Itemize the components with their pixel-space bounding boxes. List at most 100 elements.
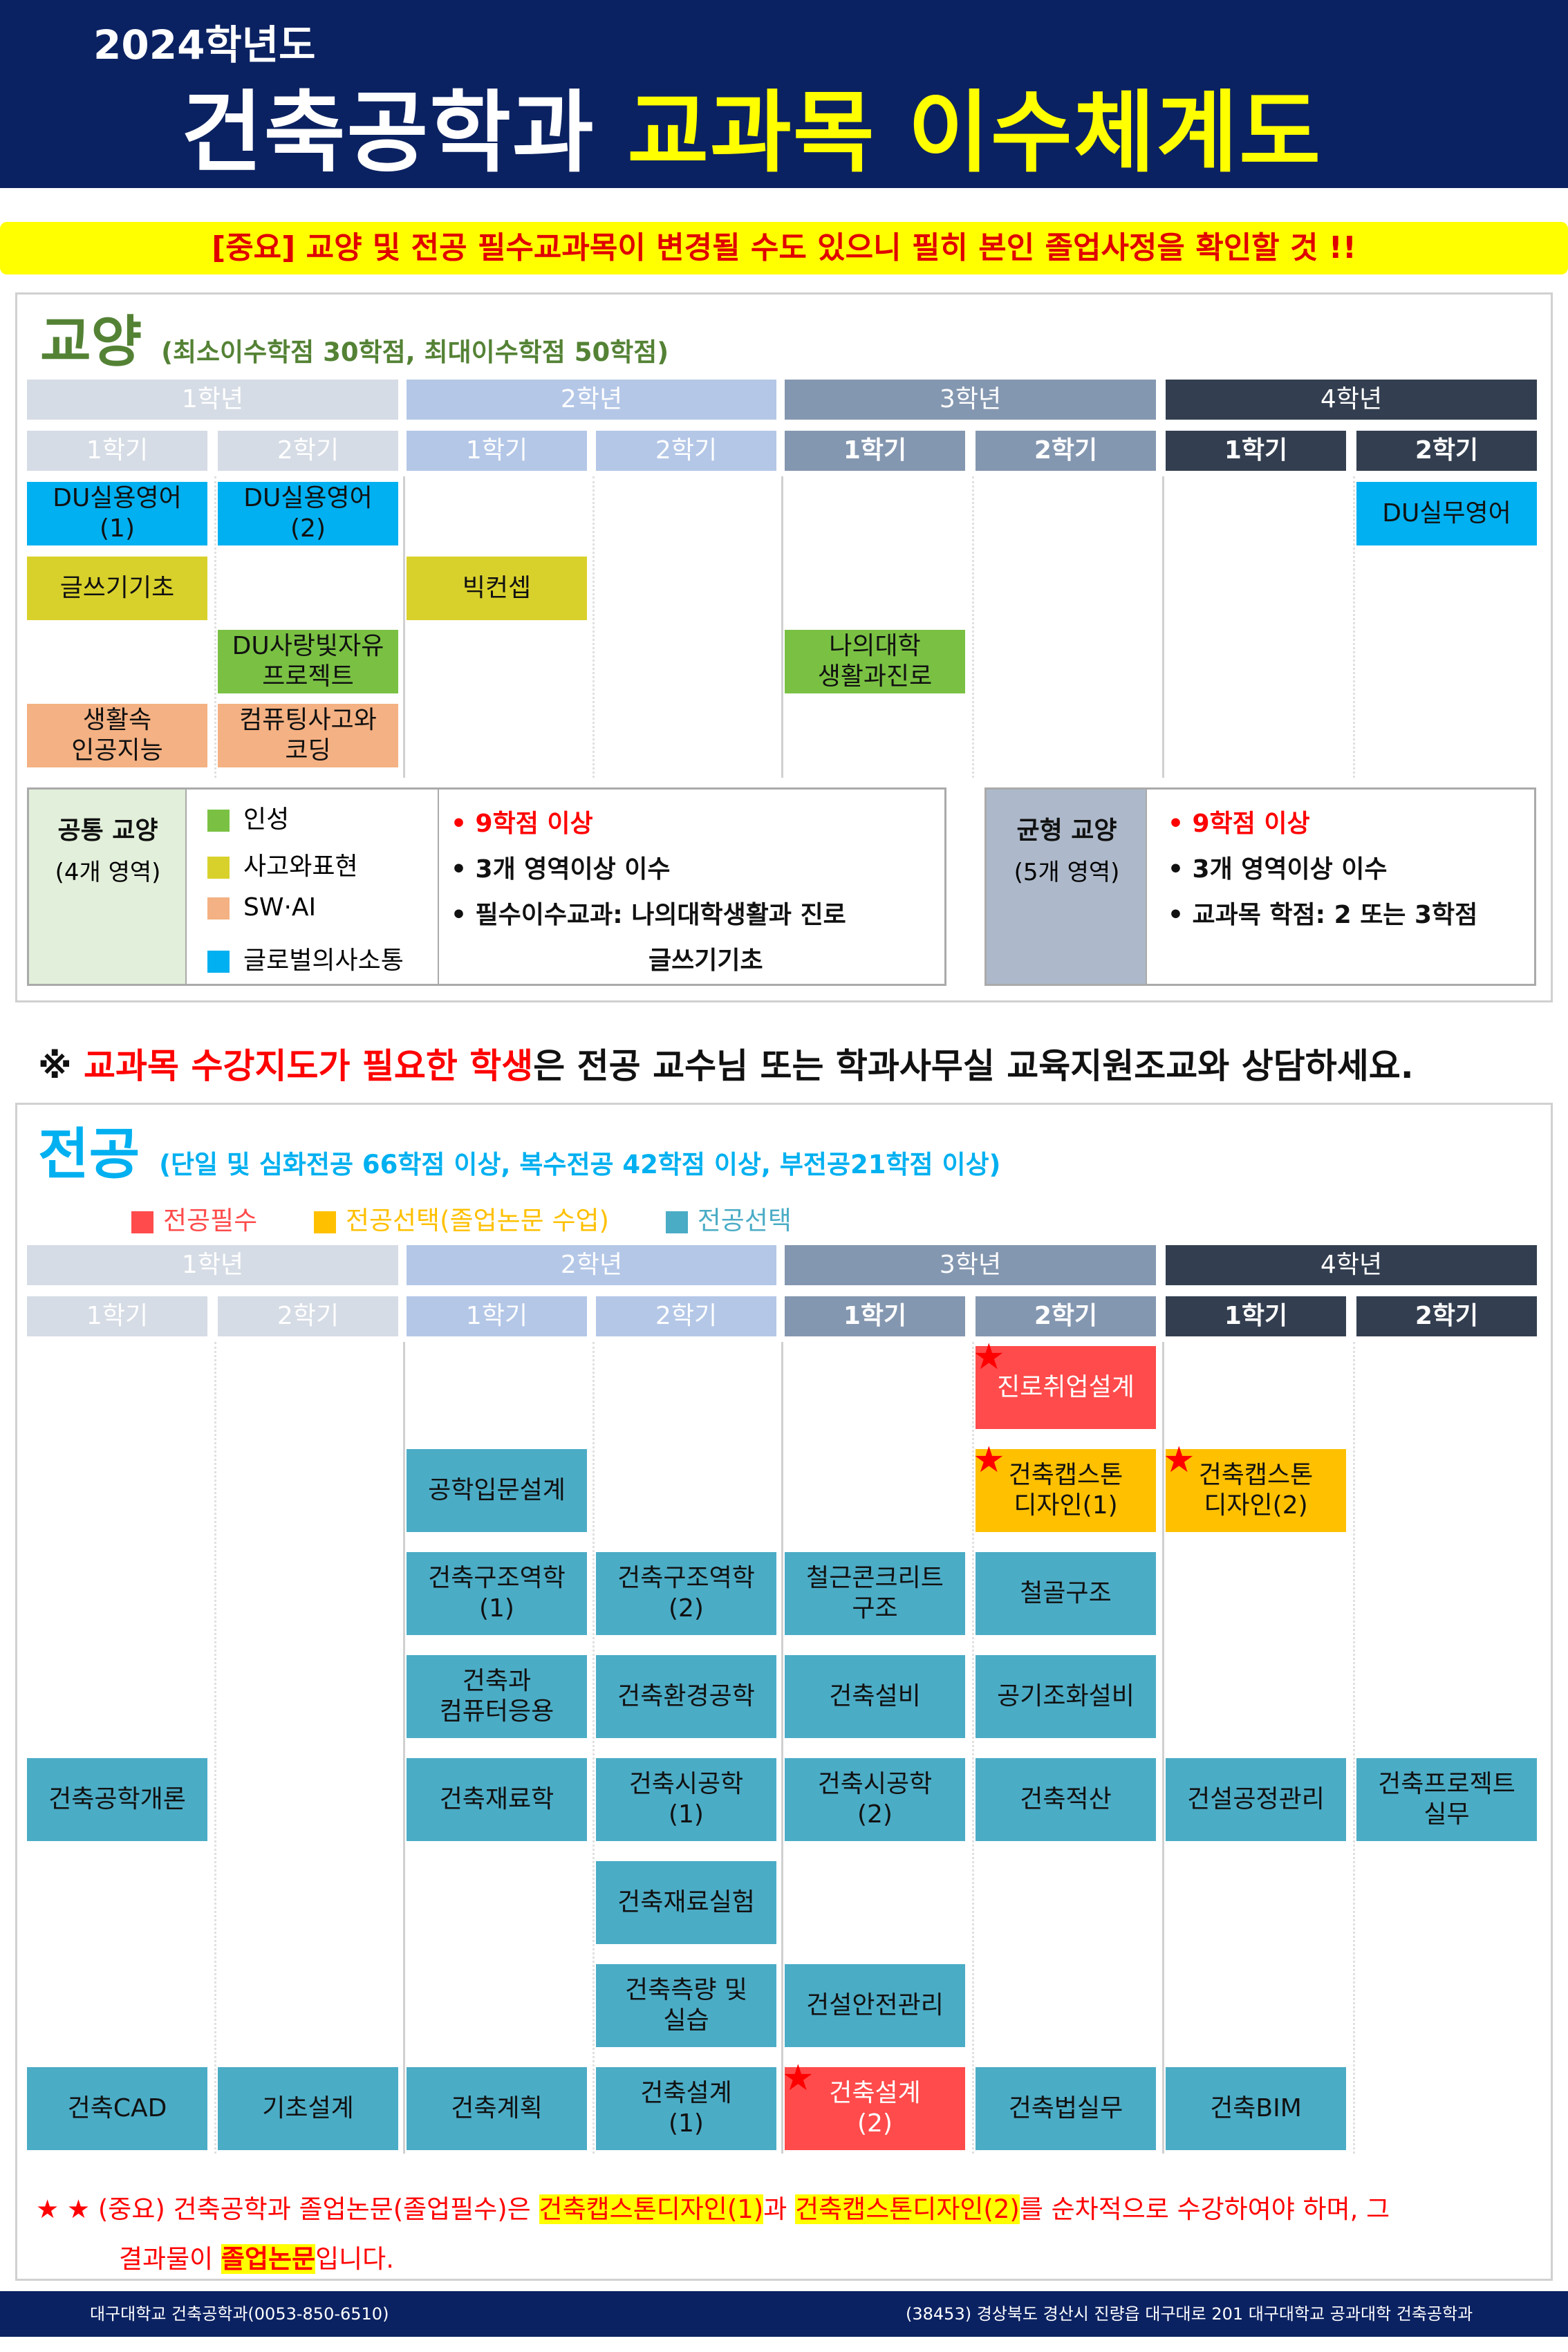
course-card[interactable]: 건설안전관리	[785, 1964, 965, 2047]
course-card[interactable]: 건축프로젝트 실무	[1356, 1758, 1537, 1841]
course-card[interactable]: 건축과 컴퓨터응용	[407, 1655, 587, 1738]
column-divider	[592, 1342, 595, 2154]
balanced-rule: • 9학점 이상	[1168, 810, 1310, 838]
course-card[interactable]: 철근콘크리트 구조	[785, 1552, 965, 1635]
balanced-rule: • 3개 영역이상 이수	[1168, 855, 1388, 884]
common-legend: 인성 사고와표현 SW·AI 글로벌의사소통	[187, 790, 439, 984]
page-title: 건축공학과 교과목 이수체계도	[181, 61, 1322, 189]
course-card[interactable]: 건축CAD	[27, 2067, 207, 2150]
course-card[interactable]: 철골구조	[976, 1552, 1156, 1635]
major-subtitle: (단일 및 심화전공 66학점 이상, 복수전공 42학점 이상, 부전공21학…	[159, 1150, 1001, 1179]
course-card[interactable]: DU실무영어	[1356, 482, 1537, 545]
course-card[interactable]: 건축계획	[407, 2067, 587, 2150]
common-rule: 글쓰기기초	[648, 946, 763, 975]
common-rule: • 9학점 이상	[451, 810, 593, 838]
course-card[interactable]: 건축시공학 (2)	[785, 1758, 965, 1841]
legend-label: SW·AI	[243, 893, 317, 922]
column-divider	[1353, 1342, 1355, 2154]
legend-swatch	[313, 1211, 336, 1233]
course-card[interactable]: 기초설계	[218, 2067, 398, 2150]
header: 2024학년도 건축공학과 교과목 이수체계도	[0, 0, 1568, 188]
legend-label: 사고와표현	[243, 852, 358, 881]
common-title: 공통 교양	[57, 816, 158, 845]
legend-swatch	[207, 810, 230, 832]
year-header: 4학년	[1166, 380, 1537, 420]
general-title: 교양	[40, 310, 142, 374]
course-card[interactable]: 건축설비	[785, 1655, 965, 1738]
course-card[interactable]: 건축BIM	[1166, 2067, 1346, 2150]
course-card[interactable]: 빅컨셉	[407, 557, 587, 620]
course-card[interactable]: 건축설계 (1)	[596, 2067, 776, 2150]
column-divider	[592, 476, 595, 778]
column-divider	[403, 1342, 405, 2154]
course-card[interactable]: DU실용영어 (1)	[27, 482, 207, 545]
course-card[interactable]: 건축구조역학 (1)	[407, 1552, 587, 1635]
year-header: 4학년	[1166, 1245, 1537, 1285]
note-text: 결과물이	[119, 2244, 221, 2274]
legend-thinking: 사고와표현	[207, 846, 358, 882]
legend-swatch	[207, 951, 230, 973]
legend-swatch	[665, 1211, 688, 1233]
column-divider	[781, 1342, 783, 2154]
common-rule: • 필수이수교과: 나의대학생활과 진로	[451, 901, 846, 929]
star-icon: ★	[782, 2057, 814, 2099]
general-section-title: 교양 (최소이수학점 30학점, 최대이수학점 50학점)	[40, 297, 669, 377]
semester-header: 2학기	[596, 1296, 776, 1336]
course-card[interactable]: 건설공정관리	[1166, 1758, 1346, 1841]
course-card[interactable]: 생활속 인공지능	[27, 704, 207, 767]
balanced-general-box: 균형 교양 (5개 영역) • 9학점 이상 • 3개 영역이상 이수 • 교과…	[984, 787, 1536, 986]
common-label-cell: 공통 교양 (4개 영역)	[29, 790, 187, 984]
legend-swatch	[207, 897, 230, 920]
column-divider	[972, 1342, 974, 2154]
course-card[interactable]: 건축구조역학 (2)	[596, 1552, 776, 1635]
semester-header: 2학기	[218, 431, 398, 471]
course-card[interactable]: 건축재료학	[407, 1758, 587, 1841]
semester-header: 1학기	[407, 431, 587, 471]
course-card[interactable]: 나의대학 생활과진로	[785, 630, 965, 693]
general-subtitle: (최소이수학점 30학점, 최대이수학점 50학점)	[161, 337, 669, 367]
course-card[interactable]: 건축시공학 (1)	[596, 1758, 776, 1841]
footer: 대구대학교 건축공학과(0053-850-6510) (38453) 경상북도 …	[0, 2291, 1568, 2337]
course-card[interactable]: 건축적산	[976, 1758, 1156, 1841]
course-card[interactable]: 공기조화설비	[976, 1655, 1156, 1738]
semester-header: 2학기	[976, 1296, 1156, 1336]
course-card[interactable]: 건축설계 (2) ★	[782, 2060, 965, 2150]
legend-swatch	[131, 1211, 153, 1233]
legend-character: 인성	[207, 799, 289, 835]
course-card[interactable]: 건축캡스톤 디자인(2) ★	[1163, 1442, 1346, 1532]
course-card[interactable]: DU사랑빛자유 프로젝트	[218, 630, 398, 693]
common-sub: (4개 영역)	[55, 859, 161, 886]
course-card[interactable]: 공학입문설계	[407, 1449, 587, 1532]
course-card[interactable]: 진로취업설계 ★	[973, 1339, 1156, 1429]
course-card[interactable]: 컴퓨팅사고와 코딩	[218, 704, 398, 767]
notice-highlight: 교과목 수강지도가 필요한 학생	[84, 1046, 534, 1086]
note-text: 과	[763, 2194, 796, 2224]
course-card[interactable]: 건축법실무	[976, 2067, 1156, 2150]
year-header: 1학년	[27, 1245, 398, 1285]
semester-header: 1학기	[27, 1296, 207, 1336]
semester-header: 2학기	[218, 1296, 398, 1336]
course-card[interactable]: 글쓰기기초	[27, 557, 207, 620]
footer-address: (38453) 경상북도 경산시 진량읍 대구대로 201 대구대학교 공과대학…	[906, 2304, 1473, 2324]
column-divider	[403, 476, 405, 778]
note-text: 입니다.	[315, 2244, 394, 2274]
year-header: 2학년	[407, 380, 776, 420]
course-card[interactable]: 건축공학개론	[27, 1758, 207, 1841]
course-card[interactable]: 건축재료실험	[596, 1861, 776, 1944]
footer-contact: 대구대학교 건축공학과(0053-850-6510)	[90, 2304, 389, 2324]
balanced-title: 균형 교양	[1016, 816, 1117, 845]
semester-header: 1학기	[785, 431, 965, 471]
course-card[interactable]: DU실용영어 (2)	[218, 482, 398, 545]
note-highlight: 건축캡스톤디자인(2)	[795, 2194, 1020, 2224]
course-card[interactable]: 건축캡스톤 디자인(1) ★	[973, 1442, 1156, 1532]
column-divider	[214, 1342, 216, 2154]
notice-mark: ※	[38, 1046, 72, 1086]
advising-notice: ※ 교과목 수강지도가 필요한 학생은 전공 교수님 또는 학과사무실 교육지원…	[38, 1038, 1414, 1088]
note-text: 를 순차적으로 수강하여야 하며, 그	[1019, 2194, 1390, 2224]
legend-label: 인성	[243, 805, 290, 834]
course-card[interactable]: 건축측량 및 실습	[596, 1964, 776, 2047]
course-card[interactable]: 건축환경공학	[596, 1655, 776, 1738]
legend-label: 글로벌의사소통	[243, 946, 404, 975]
column-divider	[1162, 1342, 1164, 2154]
note-highlight: 졸업논문	[221, 2244, 316, 2274]
